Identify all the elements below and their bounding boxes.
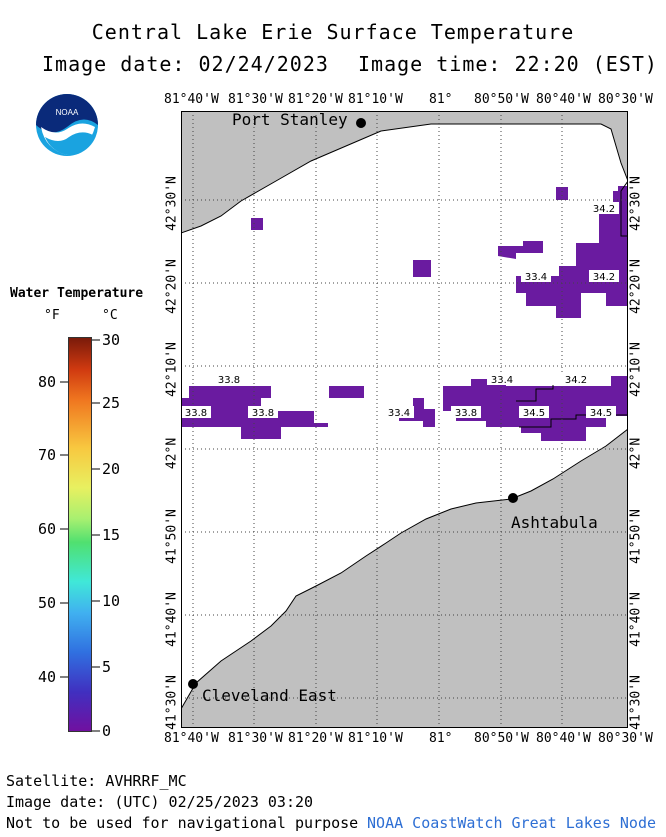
disclaimer: Not to be used for navigational purpose [6,814,359,832]
lat-label-right: 41°30'N [628,675,644,730]
lat-label-left: 41°30'N [164,675,180,730]
temp-label: 33.8 [252,408,274,419]
lat-label-right: 42°10'N [628,342,644,397]
color-scale-bar [68,337,92,732]
temp-label: 34.5 [590,408,612,419]
land-north [181,111,628,234]
temp-blob [556,187,568,200]
lat-label-right: 41°50'N [628,509,644,564]
temp-blob [399,398,435,427]
lon-label-bottom: 81° [429,731,453,746]
temp-blob [251,218,263,230]
ashtabula-marker [508,493,518,503]
lon-label-bottom: 81°10'W [348,731,403,746]
temp-label: 33.4 [388,408,410,419]
lon-label-top: 80°30'W [598,92,653,107]
lon-label-bottom: 81°30'W [228,731,283,746]
cleveland-east-marker [188,679,198,689]
map-title: Central Lake Erie Surface Temperature [91,20,575,44]
temp-label: 33.8 [455,408,477,419]
lon-label-top: 81°30'W [228,92,283,107]
legend-f-tick: 80 [38,373,57,391]
image-date: Image date: 02/24/2023 [42,52,329,76]
temp-blob [498,241,543,259]
lon-label-bottom: 80°50'W [474,731,529,746]
legend-title: Water Temperature [10,286,144,301]
lat-label-left: 42°10'N [164,342,180,397]
lat-label-left: 41°50'N [164,509,180,564]
legend-c-tick: 0 [102,722,112,740]
lon-label-bottom: 80°40'W [536,731,591,746]
lon-label-top: 80°50'W [474,92,529,107]
lon-label-bottom: 81°20'W [288,731,343,746]
legend-c-tick: 20 [102,460,121,478]
lon-label-bottom: 81°40'W [164,731,219,746]
lat-label-right: 41°40'N [628,592,644,647]
temp-blob [329,386,364,398]
legend-f-tick: 40 [38,668,57,686]
legend-f-tick: 50 [38,594,57,612]
lon-label-top: 81°20'W [288,92,343,107]
lon-label-bottom: 80°30'W [598,731,653,746]
lat-label-right: 42°20'N [628,259,644,314]
logo-text: NOAA [56,108,79,117]
temp-label: 34.2 [565,375,587,386]
label-port-stanley: Port Stanley [232,110,348,129]
lon-label-top: 81°40'W [164,92,219,107]
legend-c-tick: 30 [102,331,121,349]
temp-label: 34.5 [523,408,545,419]
legend-c-tick: 15 [102,526,121,544]
temp-blob-east-upper [516,186,628,318]
port-stanley-marker [356,118,366,128]
temp-label: 34.2 [593,272,615,283]
legend-unit-f: °F [44,308,60,323]
lat-label-left: 42°20'N [164,259,180,314]
legend-f-tick: 70 [38,446,57,464]
legend-c-tick: 10 [102,592,121,610]
temp-label: 33.8 [218,375,240,386]
land-south [181,428,628,728]
legend-unit-c: °C [102,308,118,323]
temp-label: 33.8 [185,408,207,419]
temp-blob [413,260,431,277]
utc-date: Image date: (UTC) 02/25/2023 03:20 [6,793,314,811]
credit-text: NOAA CoastWatch Great Lakes Node [367,814,656,832]
lon-label-top: 80°40'W [536,92,591,107]
legend-c-tick: 25 [102,394,121,412]
lat-label-right: 42°30'N [628,176,644,231]
map-panel: 34.2 33.4 34.2 33.8 33.4 34.2 33.8 33.8 … [181,111,628,728]
label-ashtabula: Ashtabula [511,513,598,532]
color-scale-ticks [60,339,100,732]
legend-c-tick: 5 [102,658,112,676]
legend-f-tick: 60 [38,520,57,538]
noaa-logo: NOAA [36,94,98,156]
image-time: Image time: 22:20 (EST) [358,52,658,76]
lat-label-left: 42°N [164,437,180,470]
temp-label: 34.2 [593,204,615,215]
temp-label: 33.4 [491,375,513,386]
lat-label-left: 41°40'N [164,592,180,647]
lat-label-right: 42°N [628,437,644,470]
label-cleveland-east: Cleveland East [202,686,337,705]
lon-label-top: 81° [429,92,453,107]
satellite-info: Satellite: AVHRRF_MC [6,772,187,790]
lat-label-left: 42°30'N [164,176,180,231]
lon-label-top: 81°10'W [348,92,403,107]
temp-label: 33.4 [525,272,547,283]
